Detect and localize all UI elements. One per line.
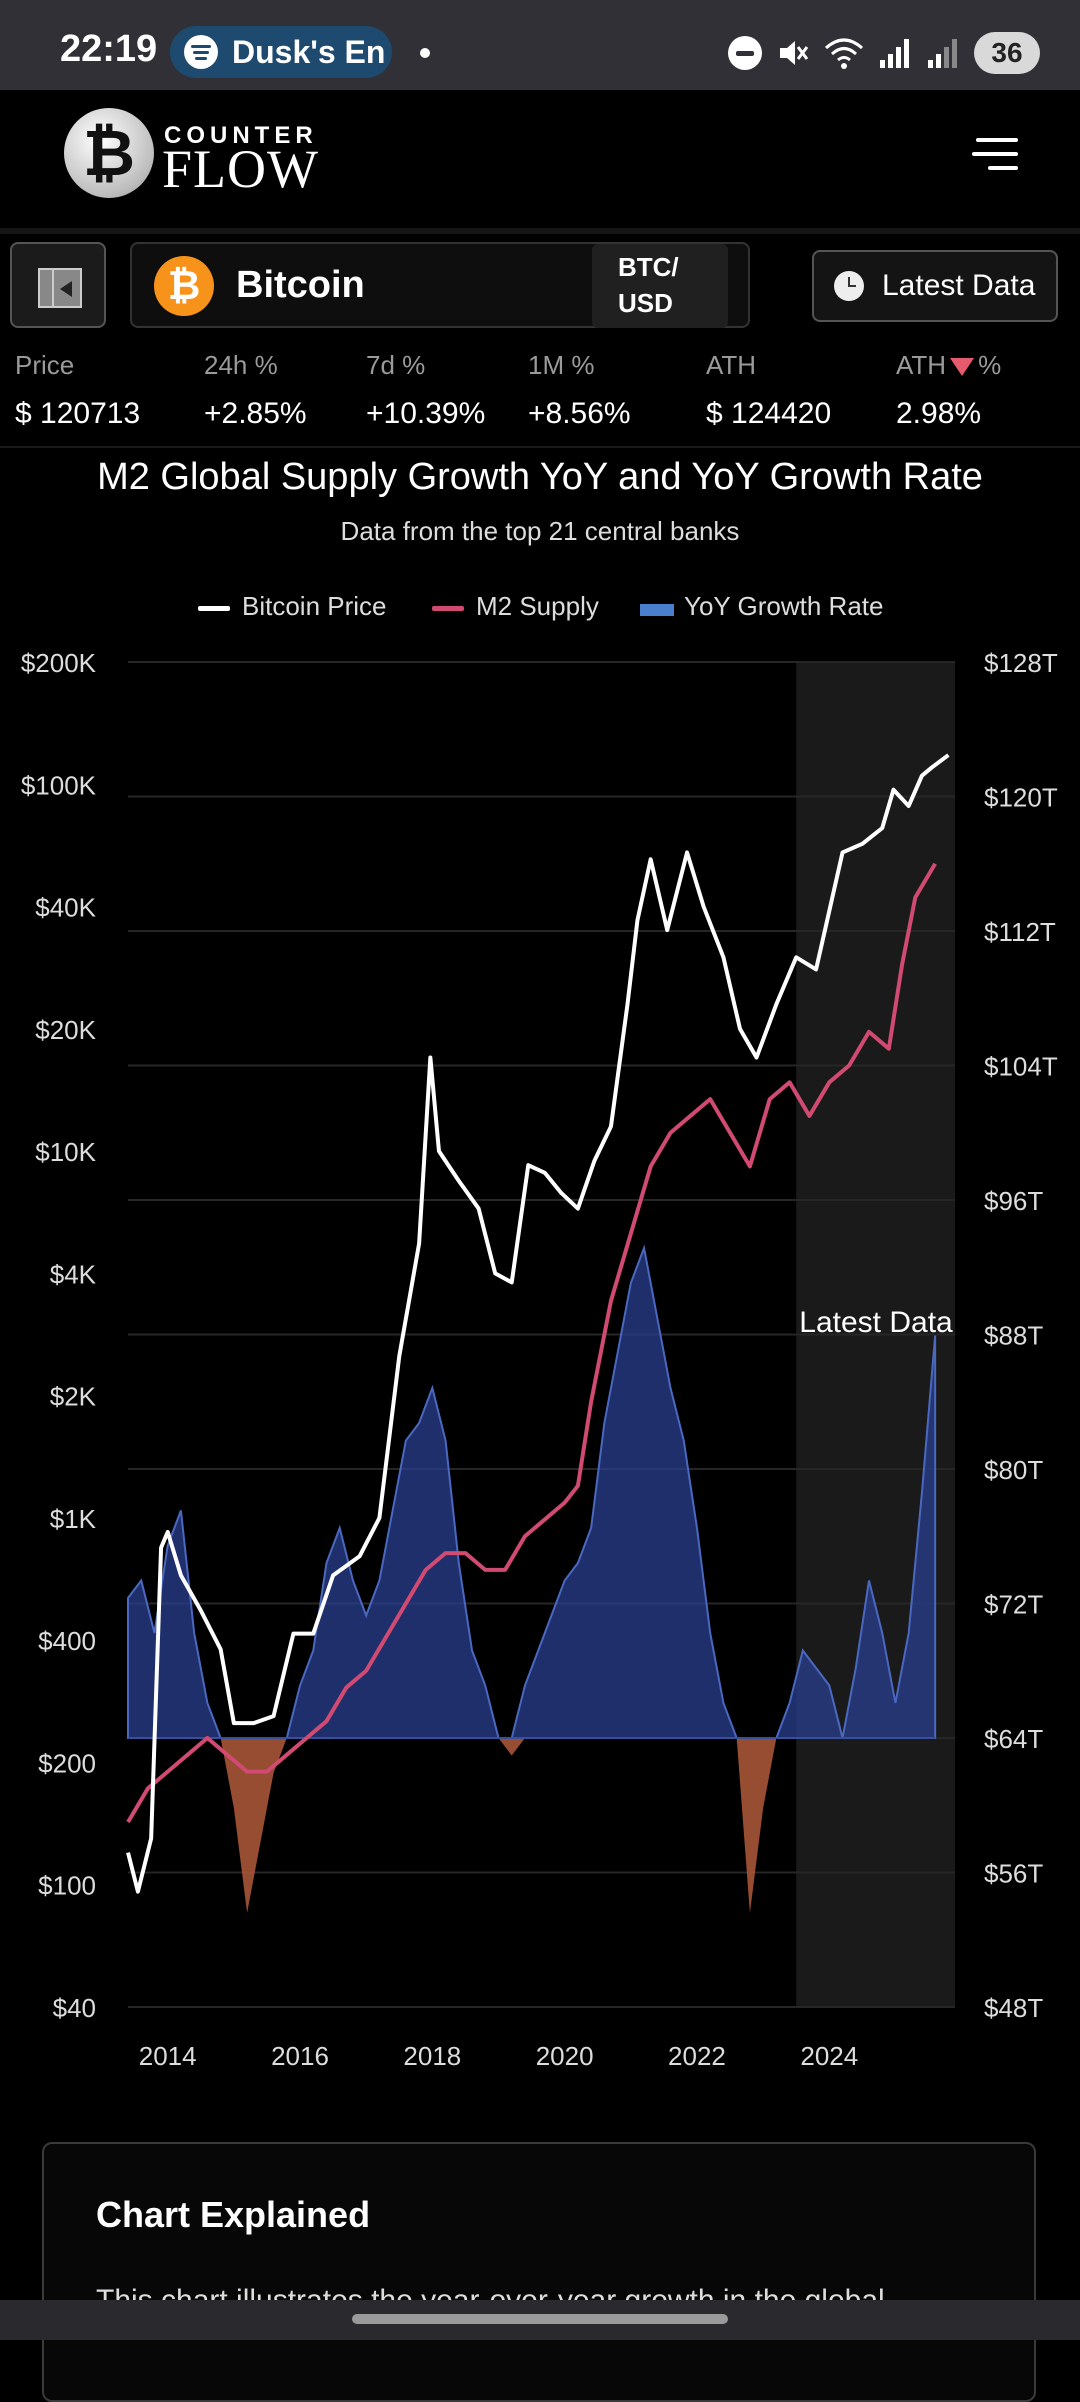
price-stats: Price $ 120713 24h % +2.85% 7d % +10.39%… <box>0 350 1080 448</box>
stat-value: +2.85% <box>204 397 307 430</box>
stat-value: $ 124420 <box>706 397 832 430</box>
latest-data-button[interactable]: Latest Data <box>812 250 1058 322</box>
stat-label: ATH% <box>896 350 1001 381</box>
stat-ath-down: ATH% 2.98% <box>896 350 1001 431</box>
right-axis-tick: $64T <box>984 1724 1043 1754</box>
m2-growth-chart[interactable]: Bitcoin Price M2 Supply YoY Growth Rate … <box>0 570 1080 2090</box>
legend-bitcoin-swatch <box>198 606 230 611</box>
media-title: Dusk's En <box>232 33 386 70</box>
stat-price: Price $ 120713 <box>15 350 140 431</box>
status-icons: 36 <box>728 30 1040 76</box>
left-axis-tick: $100 <box>38 1871 96 1901</box>
card-title: Chart Explained <box>96 2194 371 2235</box>
legend-m2-swatch <box>432 606 464 611</box>
stat-value: $ 120713 <box>15 397 141 430</box>
wifi-icon <box>825 38 863 69</box>
mute-icon <box>780 41 809 65</box>
signal-icon <box>880 39 909 68</box>
asset-toolbar: ₿ Bitcoin BTC/ USD Latest Data <box>0 232 1080 342</box>
left-axis-tick: $40K <box>35 893 96 923</box>
hamburger-menu-icon[interactable] <box>972 134 1018 174</box>
asset-name: Bitcoin <box>236 264 365 306</box>
chart-plot-area: $200K $100K $40K $20K $10K $4K $2K $1K $400 $200 $… <box>21 648 1058 2071</box>
legend-m2-label[interactable]: M2 Supply <box>476 591 599 621</box>
stat-ath: ATH $ 124420 <box>706 350 831 431</box>
right-axis-tick: $104T <box>984 1052 1058 1082</box>
pair-selector[interactable]: BTC/ USD <box>592 244 728 328</box>
left-axis-tick: $200K <box>21 648 97 678</box>
stat-value: 2.98% <box>896 397 982 430</box>
logo-coin-icon[interactable]: ₿ <box>64 108 154 198</box>
chart-explained-card: Chart Explained This chart illustrates t… <box>42 2142 1036 2402</box>
left-axis-tick: $20K <box>35 1015 96 1045</box>
x-axis-tick: 2022 <box>668 2041 726 2071</box>
left-axis-tick: $100K <box>21 770 97 800</box>
legend-growth-label[interactable]: YoY Growth Rate <box>684 591 883 621</box>
stat-label-prefix: ATH <box>896 350 947 380</box>
media-notification-pill[interactable]: Dusk's En <box>170 26 392 78</box>
stat-label: 7d % <box>366 350 426 380</box>
signal-icon-2 <box>928 39 957 68</box>
sidebar-collapse-icon <box>38 268 82 308</box>
stat-7d: 7d % +10.39% <box>366 350 485 431</box>
stat-label: 24h % <box>204 350 278 380</box>
stat-value: +8.56% <box>528 397 631 430</box>
notification-dot-icon <box>420 48 430 58</box>
legend-bitcoin-label[interactable]: Bitcoin Price <box>242 591 387 621</box>
asset-selector[interactable]: ₿ Bitcoin BTC/ USD <box>130 242 750 328</box>
app-header: ₿ COUNTER FLOW <box>0 90 1080 234</box>
left-axis-tick: $4K <box>50 1259 97 1289</box>
left-axis-tick: $400 <box>38 1626 96 1656</box>
stat-24h: 24h % +2.85% <box>204 350 307 431</box>
stat-value: +10.39% <box>366 397 486 430</box>
x-axis-tick: 2020 <box>536 2041 594 2071</box>
clock-icon <box>834 271 864 301</box>
bitcoin-icon: ₿ <box>154 256 214 316</box>
right-axis-tick: $56T <box>984 1859 1043 1889</box>
right-axis-tick: $72T <box>984 1590 1043 1620</box>
right-axis-tick: $48T <box>984 1993 1043 2023</box>
legend-growth-swatch <box>640 604 674 616</box>
stat-label-suffix: % <box>978 350 1002 380</box>
spotify-icon <box>184 35 218 69</box>
right-axis-tick: $112T <box>984 917 1056 947</box>
stat-label: ATH <box>706 350 757 380</box>
bitcoin-price-line <box>126 753 950 1894</box>
right-axis-tick: $96T <box>984 1186 1043 1216</box>
x-axis-tick: 2016 <box>271 2041 329 2071</box>
left-axis-tick: $2K <box>50 1382 97 1412</box>
pair-label-line1: BTC/ <box>618 252 679 282</box>
stat-label: 1M % <box>528 350 595 380</box>
logo-text-bottom: FLOW <box>162 139 319 199</box>
down-triangle-icon <box>950 358 975 377</box>
x-axis-tick: 2018 <box>403 2041 461 2071</box>
system-nav-bar <box>0 2300 1080 2340</box>
stat-1m: 1M % +8.56% <box>528 350 631 431</box>
x-axis-tick: 2014 <box>139 2041 197 2071</box>
status-bar: 22:19 Dusk's En 36 <box>0 0 1080 90</box>
home-indicator[interactable] <box>352 2314 728 2324</box>
left-axis-tick: $1K <box>50 1504 97 1534</box>
latest-data-label: Latest Data <box>882 269 1036 302</box>
chart-subtitle: Data from the top 21 central banks <box>340 516 740 546</box>
chart-legend: Bitcoin Price M2 Supply YoY Growth Rate <box>198 591 883 621</box>
chart-title: M2 Global Supply Growth YoY and YoY Grow… <box>97 456 983 498</box>
status-time: 22:19 <box>60 28 158 70</box>
latest-data-annotation: Latest Data <box>799 1306 953 1339</box>
pair-label-line2: USD <box>618 288 673 318</box>
right-axis-tick: $80T <box>984 1455 1043 1485</box>
right-axis-tick: $120T <box>984 783 1058 813</box>
x-axis-tick: 2024 <box>800 2041 858 2071</box>
sidebar-toggle-button[interactable] <box>10 242 106 328</box>
right-axis-tick: $128T <box>984 648 1058 678</box>
battery-icon: 36 <box>974 32 1040 74</box>
do-not-disturb-icon <box>728 36 762 70</box>
right-axis-tick: $88T <box>984 1321 1043 1351</box>
m2-supply-line <box>126 862 937 1824</box>
left-axis-tick: $200 <box>38 1748 96 1778</box>
left-axis-tick: $10K <box>35 1137 96 1167</box>
logo-text-top: COUNTER <box>164 122 318 149</box>
stat-label: Price <box>15 350 75 380</box>
left-axis-tick: $40 <box>53 1993 96 2023</box>
